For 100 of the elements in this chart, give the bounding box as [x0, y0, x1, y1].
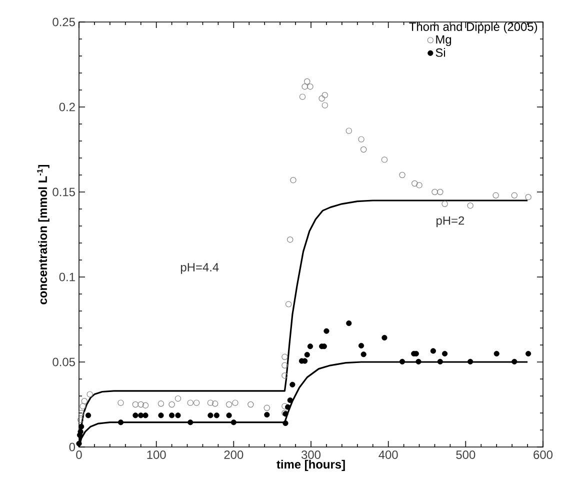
point — [77, 416, 84, 423]
point — [381, 156, 388, 163]
point — [193, 400, 200, 406]
point — [437, 358, 443, 364]
point — [264, 412, 270, 418]
point — [442, 200, 448, 207]
point — [467, 202, 474, 209]
x-tick-label: 600 — [534, 450, 553, 459]
legend-label: Mg — [436, 35, 452, 46]
point — [80, 403, 86, 410]
point — [226, 412, 232, 418]
x-tick-label: 0 — [76, 450, 82, 459]
point — [302, 83, 308, 90]
point — [78, 424, 84, 430]
point — [304, 78, 310, 85]
point — [169, 412, 175, 418]
point — [175, 412, 181, 418]
point — [248, 401, 254, 408]
point — [282, 354, 288, 360]
point — [430, 348, 436, 354]
x-tick-label: 400 — [378, 450, 398, 459]
x-tick-label: 500 — [456, 450, 476, 459]
point — [416, 182, 422, 188]
point — [264, 404, 270, 411]
y-tick-label: 0.25 — [52, 18, 75, 26]
legend-label: Si — [436, 48, 446, 57]
point — [86, 391, 93, 398]
point — [282, 362, 288, 368]
point — [138, 401, 144, 408]
point — [282, 372, 288, 379]
point — [142, 402, 149, 408]
legend-title: Thom and Dipple (2005) — [409, 22, 538, 34]
y-tick-label: 0.2 — [59, 102, 75, 112]
point — [287, 236, 294, 243]
point — [158, 400, 164, 407]
point — [307, 83, 314, 90]
point — [307, 344, 314, 350]
point — [468, 358, 474, 364]
point — [138, 412, 144, 418]
point — [226, 401, 232, 408]
point — [118, 420, 124, 426]
point — [360, 146, 367, 153]
x-tick-label: 300 — [301, 450, 321, 459]
point — [525, 194, 532, 200]
point — [285, 404, 291, 410]
point — [85, 412, 92, 418]
point — [358, 136, 364, 142]
point — [78, 428, 84, 434]
point — [526, 350, 532, 356]
point — [382, 334, 388, 340]
point — [322, 102, 328, 108]
point — [174, 395, 182, 402]
point — [442, 350, 448, 356]
point — [230, 420, 236, 426]
point — [168, 401, 175, 408]
point — [290, 176, 296, 184]
point — [399, 358, 406, 364]
point — [81, 398, 88, 404]
point — [437, 188, 444, 196]
point — [346, 128, 352, 134]
point — [188, 420, 194, 426]
point — [512, 358, 518, 364]
point — [76, 440, 82, 446]
point — [282, 403, 288, 410]
annotation: pH=2 — [436, 216, 464, 228]
x-axis-title: time [hours] — [276, 460, 345, 471]
point — [324, 328, 330, 334]
point — [290, 382, 296, 388]
point — [232, 400, 238, 406]
point — [78, 410, 84, 416]
y-tick-label: 0.15 — [52, 188, 75, 196]
point — [287, 397, 293, 404]
point — [132, 412, 138, 418]
point — [318, 95, 325, 102]
point — [132, 401, 139, 408]
point — [346, 320, 352, 326]
y-tick-label: 0.1 — [59, 272, 75, 282]
point — [432, 188, 438, 196]
point — [214, 412, 220, 418]
point — [282, 420, 288, 426]
y-axis-title: concentration [mmol L$^{-1}$] — [37, 164, 50, 304]
point — [212, 400, 218, 407]
point — [399, 172, 406, 178]
point — [416, 358, 422, 364]
point — [412, 180, 418, 187]
point — [187, 400, 194, 406]
point — [322, 92, 328, 98]
point — [492, 192, 499, 198]
x-tick-label: 100 — [147, 450, 166, 459]
point — [285, 301, 292, 308]
point — [511, 192, 518, 198]
y-tick-label: 0.05 — [52, 358, 75, 366]
y-tick-label: 0 — [69, 442, 76, 452]
point — [360, 352, 366, 358]
point — [299, 94, 306, 100]
point — [304, 352, 310, 358]
point — [208, 412, 214, 418]
point — [118, 400, 124, 406]
point — [207, 400, 214, 406]
point — [142, 412, 148, 418]
